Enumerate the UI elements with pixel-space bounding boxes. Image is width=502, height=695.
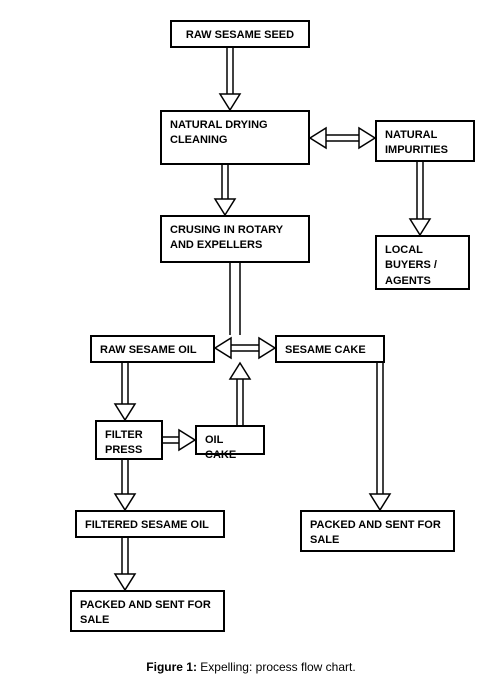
node-label: CRUSING IN ROTARY AND EXPELLERS	[170, 224, 283, 251]
node-drying: NATURAL DRYING CLEANING	[160, 110, 310, 165]
node-label: FILTERED SESAME OIL	[85, 519, 209, 531]
node-buyers: LOCAL BUYERS / AGENTS	[375, 235, 470, 290]
caption-rest: Expelling: process flow chart.	[197, 660, 356, 674]
node-label: RAW SESAME SEED	[186, 29, 294, 41]
node-filtered: FILTERED SESAME OIL	[75, 510, 225, 538]
node-packed-right: PACKED AND SENT FOR SALE	[300, 510, 455, 552]
node-label: NATURAL IMPURITIES	[385, 129, 448, 156]
node-cake: SESAME CAKE	[275, 335, 385, 363]
node-label: PACKED AND SENT FOR SALE	[310, 519, 441, 546]
node-filter: FILTER PRESS	[95, 420, 163, 460]
node-label: SESAME CAKE	[285, 344, 366, 356]
node-label: FILTER PRESS	[105, 429, 143, 456]
node-oil-cake: OIL CAKE	[195, 425, 265, 455]
node-raw-seed: RAW SESAME SEED	[170, 20, 310, 48]
caption-bold: Figure 1:	[146, 660, 197, 674]
figure-caption: Figure 1: Expelling: process flow chart.	[0, 660, 502, 674]
node-label: OIL CAKE	[205, 434, 236, 461]
flowchart-canvas: RAW SESAME SEED NATURAL DRYING CLEANING …	[0, 0, 502, 695]
node-label: NATURAL DRYING CLEANING	[170, 119, 268, 146]
node-crusing: CRUSING IN ROTARY AND EXPELLERS	[160, 215, 310, 263]
node-impurities: NATURAL IMPURITIES	[375, 120, 475, 162]
node-label: LOCAL BUYERS / AGENTS	[385, 244, 437, 287]
node-label: PACKED AND SENT FOR SALE	[80, 599, 211, 626]
node-raw-oil: RAW SESAME OIL	[90, 335, 215, 363]
node-label: RAW SESAME OIL	[100, 344, 197, 356]
node-packed-left: PACKED AND SENT FOR SALE	[70, 590, 225, 632]
